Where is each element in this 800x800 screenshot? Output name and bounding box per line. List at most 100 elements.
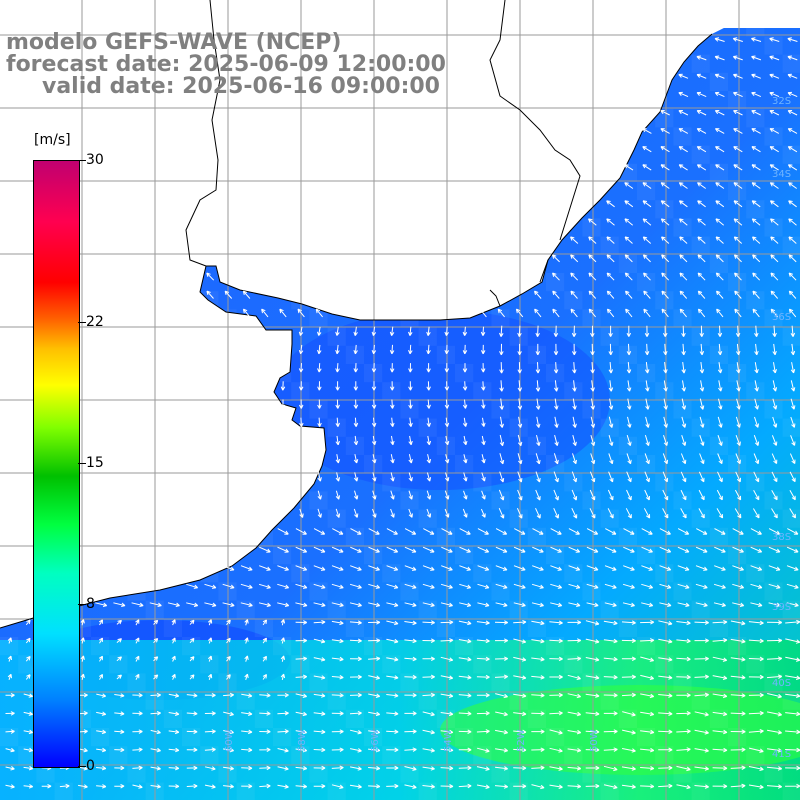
lat-label: 39S (772, 602, 791, 613)
wind-arrow (535, 453, 541, 465)
wind-arrow (696, 110, 707, 116)
wind-arrow (317, 472, 322, 482)
wind-arrow (517, 453, 523, 465)
wind-arrow (317, 508, 322, 518)
grid-cell (527, 618, 546, 637)
wind-arrow (479, 308, 487, 318)
wind-arrow (676, 692, 691, 698)
grid-cell (455, 637, 474, 656)
wind-arrow (23, 765, 34, 771)
wind-arrow (642, 128, 652, 134)
wind-arrow (386, 638, 399, 644)
wind-arrow (368, 656, 381, 661)
wind-arrow (531, 711, 545, 716)
wind-arrow (349, 674, 362, 680)
wind-arrow (353, 363, 359, 373)
wind-arrow (386, 693, 399, 698)
wind-arrow (204, 766, 216, 771)
wind-arrow (331, 729, 344, 734)
wind-arrow (317, 417, 322, 427)
wind-arrow (98, 673, 103, 680)
wind-arrow (335, 344, 340, 355)
wind-arrow (734, 489, 742, 501)
wind-arrow (769, 164, 779, 171)
wind-arrow (5, 784, 15, 789)
wind-arrow (571, 471, 578, 483)
wind-arrow (98, 637, 103, 644)
wind-arrow (621, 729, 636, 735)
wind-arrow (627, 416, 632, 428)
wind-arrow (277, 766, 289, 771)
wind-arrow (386, 765, 399, 771)
wind-arrow (426, 326, 431, 336)
wind-arrow (626, 434, 632, 447)
wind-arrow (463, 472, 468, 482)
wind-arrow (642, 218, 652, 226)
wind-arrow (748, 784, 764, 790)
wind-arrow (767, 748, 782, 753)
wind-arrow (717, 471, 723, 483)
wind-arrow (789, 471, 796, 483)
wind-arrow (697, 182, 706, 189)
wind-arrow (422, 583, 435, 589)
wind-arrow (678, 110, 689, 116)
wind-arrow (371, 363, 377, 373)
wind-arrow (132, 784, 143, 789)
wind-arrow (495, 711, 508, 717)
wind-arrow (131, 602, 144, 607)
wind-arrow (571, 507, 578, 519)
wind-arrow (733, 182, 743, 189)
grid-labels: 60W 58W 56W 54W 52W 50W 32S 34S 36S 38S 39S 40S 41S (224, 96, 791, 760)
wind-arrow (313, 602, 326, 607)
wind-arrow (640, 656, 655, 662)
grid-cell (491, 400, 510, 419)
wind-arrow (568, 528, 580, 535)
wind-arrow (714, 128, 725, 134)
wind-arrow (697, 254, 706, 263)
wind-arrow (499, 434, 505, 447)
wind-arrow (663, 416, 668, 428)
wind-arrow (694, 766, 709, 771)
wind-arrow (766, 674, 783, 679)
wind-arrow (733, 200, 743, 208)
wind-arrow (404, 784, 417, 789)
wind-arrow (640, 765, 655, 771)
grid-cell (546, 546, 565, 565)
wind-arrow (553, 453, 559, 465)
wind-arrow (713, 583, 726, 589)
wind-arrow (371, 381, 377, 391)
wind-arrow (681, 398, 687, 410)
wind-arrow (531, 675, 545, 680)
wind-arrow (422, 711, 435, 717)
wind-arrow (459, 528, 471, 535)
grid-cell (655, 655, 674, 674)
wind-arrow (226, 674, 231, 680)
wind-arrow (696, 528, 708, 535)
wind-arrow (317, 399, 322, 409)
wind-arrow (495, 583, 508, 589)
wind-arrow (567, 747, 582, 753)
wind-arrow (699, 416, 705, 428)
wind-arrow (658, 765, 673, 771)
wind-arrow (458, 638, 472, 644)
grid-cell (546, 455, 565, 474)
wind-arrow (531, 693, 545, 698)
wind-arrow (787, 55, 798, 61)
grid-cell (273, 637, 292, 656)
wind-arrow (662, 325, 668, 337)
grid-cell (746, 291, 765, 310)
wind-arrow (754, 325, 759, 337)
wind-arrow (732, 55, 743, 61)
wind-arrow (730, 657, 746, 662)
wind-arrow (353, 472, 359, 482)
wind-arrow (751, 128, 761, 134)
wind-arrow (676, 656, 691, 662)
grid-cell (600, 236, 619, 255)
wind-arrow (677, 546, 690, 553)
wind-arrow (462, 417, 468, 427)
wind-arrow (751, 110, 761, 116)
wind-arrow (513, 747, 527, 753)
wind-arrow (787, 164, 798, 171)
wind-arrow (771, 435, 778, 446)
grid-cell (345, 618, 364, 637)
